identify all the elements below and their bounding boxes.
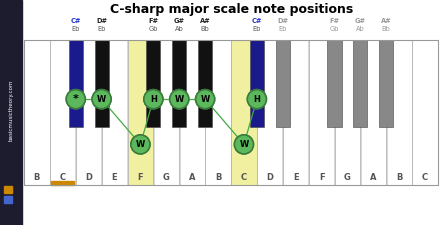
Bar (102, 40, 127, 185)
Text: C#: C# (252, 18, 262, 24)
Bar (4, 186, 12, 193)
Bar (361, 40, 386, 185)
Circle shape (92, 90, 111, 109)
Bar (231, 40, 257, 185)
Text: W: W (97, 95, 106, 104)
Text: A: A (189, 173, 195, 182)
Text: F: F (138, 173, 143, 182)
Text: B: B (215, 173, 221, 182)
Bar (335, 40, 360, 185)
Bar (387, 40, 412, 185)
Bar (24, 40, 50, 185)
Bar (146, 40, 161, 127)
Bar (0, 0, 22, 225)
Text: G: G (344, 173, 351, 182)
Text: Ab: Ab (356, 26, 365, 32)
Text: F#: F# (148, 18, 158, 24)
Text: D#: D# (96, 18, 107, 24)
Bar (275, 40, 290, 127)
Text: W: W (201, 95, 210, 104)
Text: Bb: Bb (382, 26, 391, 32)
Circle shape (66, 90, 85, 109)
Text: Gb: Gb (330, 26, 339, 32)
Text: A#: A# (200, 18, 210, 24)
Bar (250, 40, 264, 127)
Text: A: A (370, 173, 377, 182)
Bar (412, 40, 438, 185)
Bar (24, 40, 438, 185)
Bar (309, 40, 334, 185)
Text: Gb: Gb (149, 26, 158, 32)
Circle shape (144, 90, 163, 109)
Text: D: D (266, 173, 273, 182)
Bar (257, 40, 282, 185)
Text: F: F (319, 173, 324, 182)
Text: C: C (422, 173, 428, 182)
Text: G: G (163, 173, 170, 182)
Text: B: B (34, 173, 40, 182)
Bar (76, 40, 101, 185)
Text: Eb: Eb (97, 26, 106, 32)
Bar (95, 40, 109, 127)
Text: W: W (175, 95, 184, 104)
Circle shape (170, 90, 189, 109)
Circle shape (195, 90, 215, 109)
Bar (283, 40, 308, 185)
Bar (69, 40, 83, 127)
Text: G#: G# (174, 18, 185, 24)
Bar (128, 40, 153, 185)
Text: D#: D# (277, 18, 288, 24)
Text: C: C (60, 173, 66, 182)
Text: W: W (239, 140, 249, 149)
Text: Eb: Eb (253, 26, 261, 32)
Text: C#: C# (70, 18, 81, 24)
Text: F#: F# (330, 18, 340, 24)
Bar (4, 196, 12, 203)
Circle shape (247, 90, 267, 109)
Text: Eb: Eb (72, 26, 80, 32)
Bar (205, 40, 231, 185)
Text: E: E (112, 173, 117, 182)
Circle shape (131, 135, 150, 154)
Bar (180, 40, 205, 185)
Text: C: C (241, 173, 247, 182)
Bar (327, 40, 341, 127)
Text: A#: A# (381, 18, 392, 24)
Bar (51, 181, 74, 185)
Text: W: W (136, 140, 145, 149)
Text: Ab: Ab (175, 26, 183, 32)
Text: Eb: Eb (279, 26, 287, 32)
Text: H: H (150, 95, 157, 104)
Bar (154, 40, 179, 185)
Text: E: E (293, 173, 298, 182)
Bar (172, 40, 187, 127)
Bar (353, 40, 367, 127)
Bar (379, 40, 393, 127)
Text: B: B (396, 173, 402, 182)
Bar (198, 40, 212, 127)
Text: D: D (85, 173, 92, 182)
Text: C-sharp major scale note positions: C-sharp major scale note positions (110, 3, 354, 16)
Text: *: * (73, 94, 79, 104)
Text: G#: G# (355, 18, 366, 24)
Circle shape (235, 135, 253, 154)
Text: H: H (253, 95, 260, 104)
Bar (50, 40, 75, 185)
Text: basicmusictheory.com: basicmusictheory.com (8, 79, 14, 141)
Text: Bb: Bb (201, 26, 209, 32)
